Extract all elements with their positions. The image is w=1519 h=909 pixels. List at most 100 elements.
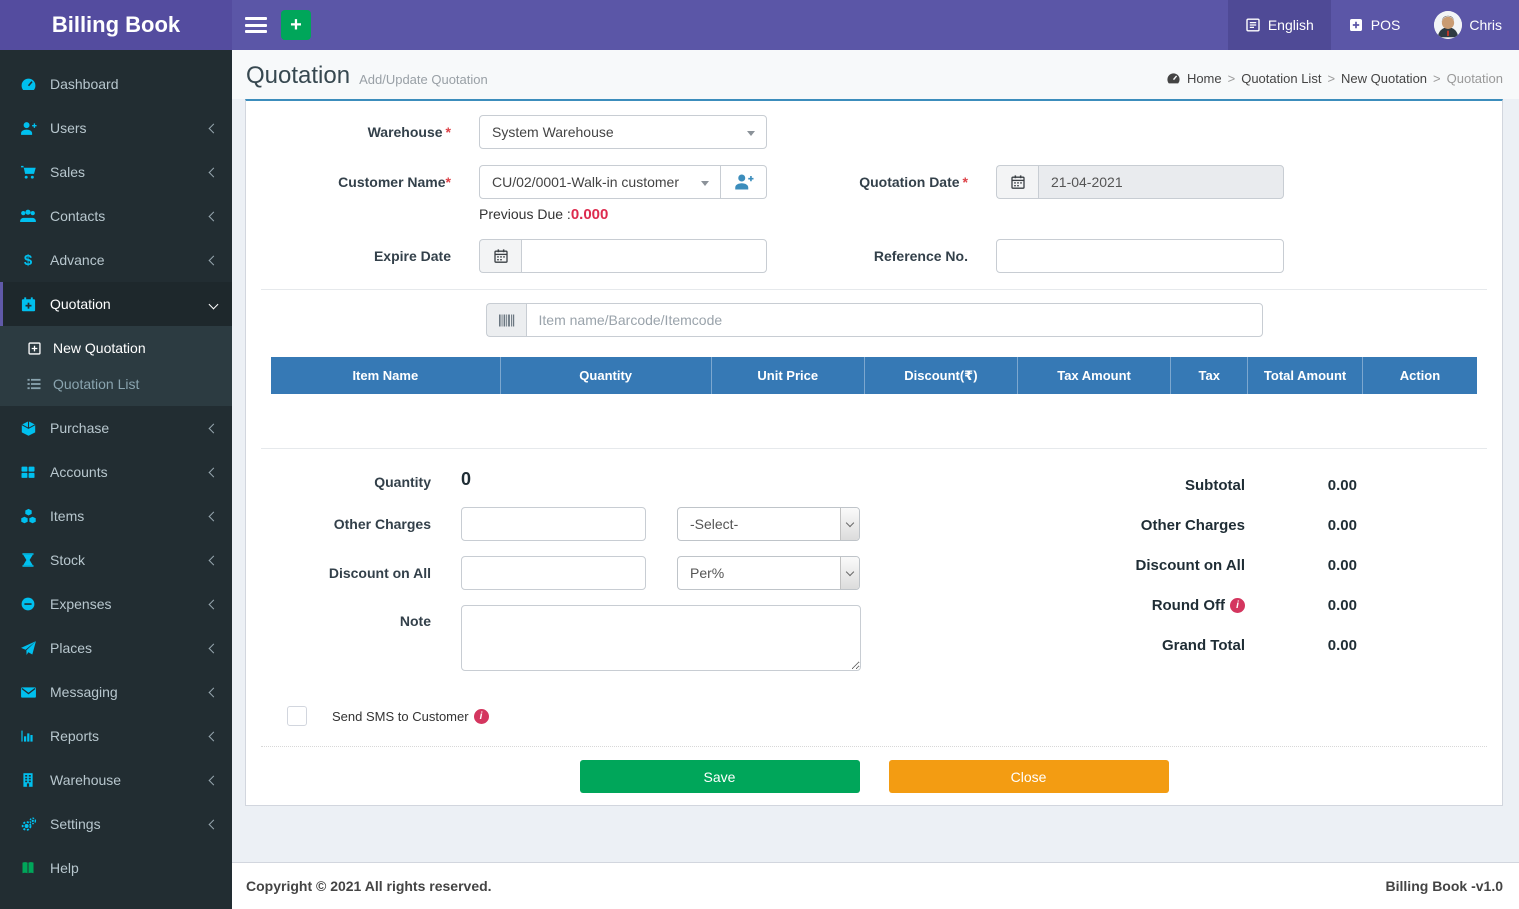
menu-toggle-icon[interactable] (245, 17, 267, 33)
subtotal-value: 0.00 (1327, 477, 1357, 494)
charges-form: Quantity 0 Other Charges -Select- Discou… (261, 469, 907, 686)
col-item-name: Item Name (271, 357, 501, 394)
expire-date-input[interactable] (521, 239, 767, 273)
version-text: Billing Book -v1.0 (1385, 878, 1503, 894)
info-icon[interactable] (473, 708, 489, 724)
grand-total-value: 0.00 (1327, 637, 1357, 654)
sidebar-item-accounts[interactable]: Accounts (0, 450, 232, 494)
cube-icon (18, 420, 38, 437)
sidebar-item-contacts[interactable]: Contacts (0, 194, 232, 238)
grid-icon (18, 464, 38, 480)
warehouse-select[interactable]: System Warehouse (479, 115, 767, 149)
sidebar-item-help[interactable]: Help (0, 846, 232, 890)
chevron-left-icon (208, 687, 219, 697)
language-label: English (1267, 17, 1314, 33)
breadcrumb-new-quotation[interactable]: New Quotation (1341, 71, 1428, 86)
col-tax-amount: Tax Amount (1017, 357, 1172, 394)
other-charges-total-label: Other Charges (1140, 517, 1245, 534)
sidebar-item-expenses[interactable]: Expenses (0, 582, 232, 626)
envelope-icon (18, 684, 38, 701)
info-icon[interactable] (1230, 598, 1245, 613)
sidebar-item-places[interactable]: Places (0, 626, 232, 670)
sidebar-item-warehouse[interactable]: Warehouse (0, 758, 232, 802)
sidebar-item-items[interactable]: Items (0, 494, 232, 538)
note-textarea[interactable] (461, 605, 861, 671)
chevron-left-icon (208, 555, 219, 565)
quotation-form-panel: Warehouse * System Warehouse Customer Nam… (245, 99, 1503, 806)
sidebar-item-advance[interactable]: $ Advance (0, 238, 232, 282)
reference-no-input[interactable] (996, 239, 1284, 273)
round-off-value: 0.00 (1327, 597, 1357, 614)
sidebar-item-reports[interactable]: Reports (0, 714, 232, 758)
sidebar-item-settings[interactable]: Settings (0, 802, 232, 846)
sidebar-item-quotation[interactable]: Quotation (0, 282, 232, 326)
warehouse-label: Warehouse * (367, 124, 451, 140)
book-icon (18, 860, 38, 876)
hourglass-icon (18, 552, 38, 568)
customer-name-label: Customer Name* (338, 174, 451, 190)
reference-no-label: Reference No. (873, 248, 968, 264)
customer-select[interactable]: CU/02/0001-Walk-in customer (479, 165, 721, 199)
user-plus-icon (18, 120, 38, 137)
chevron-down-icon (208, 299, 219, 309)
sidebar-item-sales[interactable]: Sales (0, 150, 232, 194)
sidebar-item-quotation-list[interactable]: Quotation List (0, 366, 232, 402)
col-discount: Discount(₹) (864, 357, 1018, 394)
chevron-down-icon (840, 557, 859, 589)
breadcrumb-home[interactable]: Home (1186, 71, 1222, 86)
barcode-icon (485, 303, 526, 337)
totals: Subtotal 0.00 Other Charges 0.00 Discoun… (907, 471, 1487, 686)
chevron-left-icon (208, 731, 219, 741)
sidebar-item-new-quotation[interactable]: New Quotation (0, 330, 232, 366)
gauge-icon (18, 76, 38, 93)
close-button[interactable]: Close (888, 760, 1169, 793)
app-logo[interactable]: Billing Book (0, 0, 232, 50)
list-icon (25, 376, 43, 392)
breadcrumb-current: Quotation (1446, 71, 1503, 86)
discount-on-all-input[interactable] (461, 556, 646, 590)
avatar (1434, 11, 1463, 39)
chevron-left-icon (208, 599, 219, 609)
save-button[interactable]: Save (579, 760, 860, 793)
divider (261, 746, 1487, 747)
sidebar-item-stock[interactable]: Stock (0, 538, 232, 582)
home-gauge-icon (1166, 71, 1181, 86)
quick-add-button[interactable] (281, 10, 311, 40)
send-sms-checkbox[interactable] (287, 706, 307, 726)
previous-due: Previous Due :0.000 (479, 206, 609, 223)
chevron-left-icon (208, 123, 219, 133)
pos-button[interactable]: POS (1331, 0, 1418, 50)
empty-row (271, 394, 1477, 420)
copyright-text: Copyright © 2021 All rights reserved. (246, 878, 492, 894)
add-customer-button[interactable] (721, 165, 767, 199)
grand-total-label: Grand Total (1161, 637, 1245, 654)
other-charges-select[interactable]: -Select- (677, 507, 860, 541)
calendar-icon[interactable] (479, 239, 521, 273)
other-charges-input[interactable] (461, 507, 646, 541)
discount-type-select[interactable]: Per% (677, 556, 860, 590)
sidebar-item-users[interactable]: Users (0, 106, 232, 150)
sidebar-item-messaging[interactable]: Messaging (0, 670, 232, 714)
sidebar-item-purchase[interactable]: Purchase (0, 406, 232, 450)
plus-square-icon (25, 341, 43, 356)
breadcrumb-quotation-list[interactable]: Quotation List (1241, 71, 1322, 86)
user-menu[interactable]: Chris (1417, 0, 1519, 50)
chevron-left-icon (208, 467, 219, 477)
chevron-left-icon (208, 211, 219, 221)
language-menu[interactable]: English (1227, 0, 1331, 50)
quantity-value: 0 (461, 469, 472, 489)
minus-circle-icon (18, 596, 38, 612)
item-search-input[interactable] (525, 303, 1263, 337)
bar-chart-icon (18, 728, 38, 744)
sidebar-item-dashboard[interactable]: Dashboard (0, 62, 232, 106)
calendar-icon[interactable] (996, 165, 1038, 199)
discount-total-label: Discount on All (1135, 557, 1245, 574)
quotation-date-input[interactable] (1038, 165, 1284, 199)
chevron-left-icon (208, 643, 219, 653)
chevron-left-icon (208, 167, 219, 177)
page-subtitle: Add/Update Quotation (359, 72, 488, 87)
quotation-submenu: New Quotation Quotation List (0, 326, 232, 406)
col-total-amount: Total Amount (1247, 357, 1363, 394)
quotation-date-label: Quotation Date * (859, 174, 968, 190)
discount-on-all-label: Discount on All (328, 565, 431, 581)
